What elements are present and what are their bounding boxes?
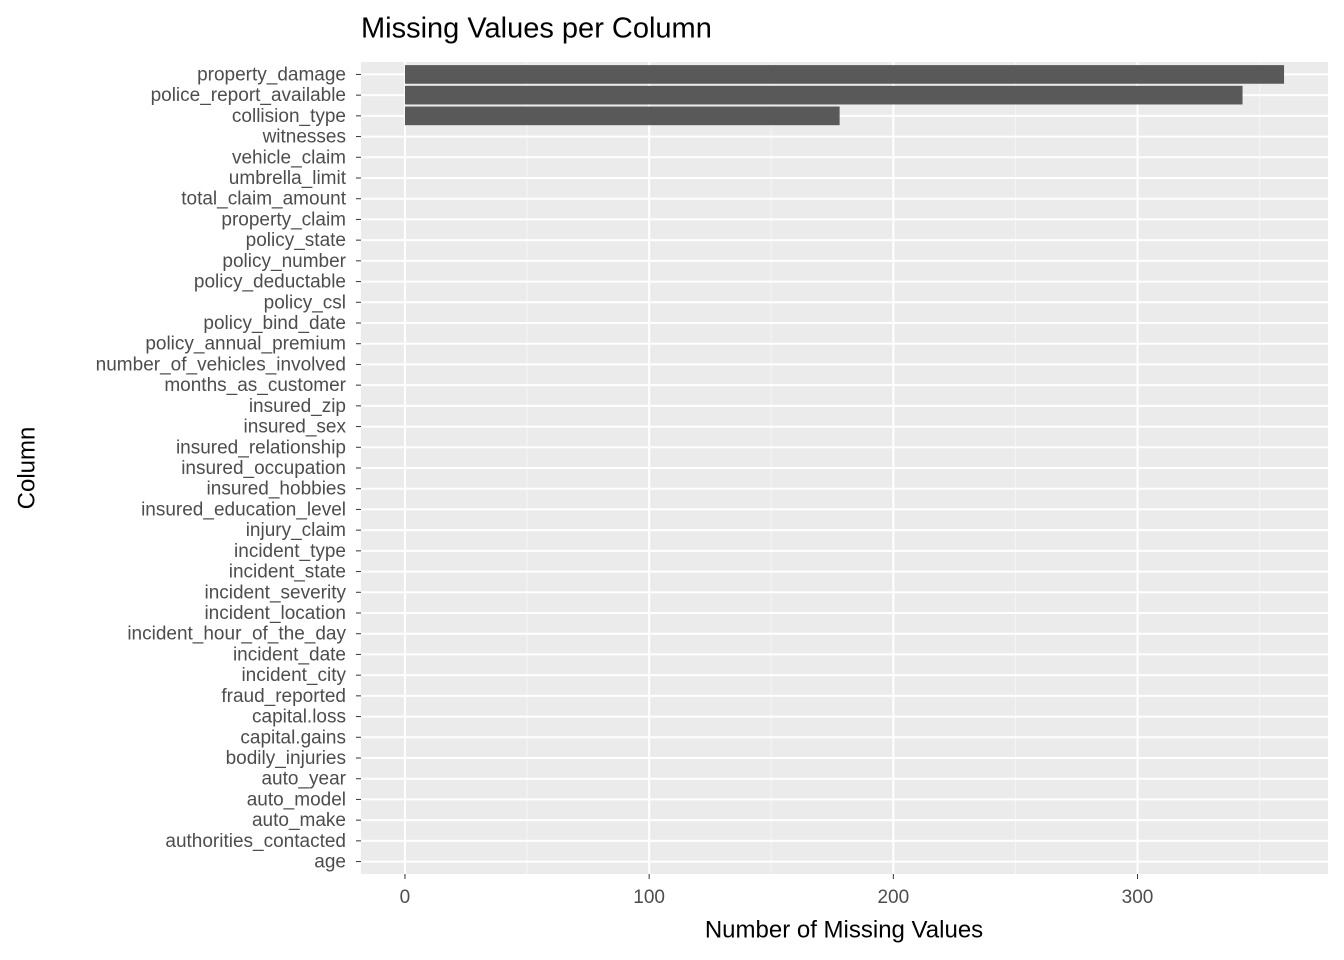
y-tick-label: witnesses — [262, 127, 346, 148]
y-tick-label: capital.loss — [252, 707, 346, 728]
y-tick-label: property_damage — [197, 64, 346, 85]
y-tick-label: insured_relationship — [176, 437, 346, 458]
x-tick-label: 0 — [400, 887, 411, 908]
y-tick-label: incident_location — [204, 603, 346, 624]
y-tick-label: insured_occupation — [181, 458, 346, 479]
y-tick-label: incident_city — [241, 665, 346, 686]
y-tick-label: auto_year — [261, 769, 346, 790]
y-tick-label: insured_zip — [249, 396, 346, 417]
y-tick-label: incident_state — [229, 562, 346, 583]
y-tick-label: insured_education_level — [141, 499, 346, 520]
y-tick-label: incident_severity — [204, 582, 346, 603]
x-tick-label: 200 — [877, 887, 909, 908]
y-tick-label: property_claim — [221, 209, 346, 230]
y-tick-label: insured_sex — [244, 417, 347, 438]
y-tick-label: policy_number — [222, 251, 346, 272]
y-tick-label: authorities_contacted — [165, 831, 346, 852]
y-tick-label: incident_type — [234, 541, 346, 562]
y-tick-label: bodily_injuries — [226, 748, 346, 769]
y-tick-label: total_claim_amount — [181, 189, 346, 210]
y-tick-label: police_report_available — [151, 85, 346, 106]
x-tick-label: 300 — [1122, 887, 1154, 908]
chart-title: Missing Values per Column — [361, 13, 712, 45]
y-tick-label: number_of_vehicles_involved — [96, 354, 346, 375]
y-tick-label: fraud_reported — [221, 686, 346, 707]
y-tick-label: auto_model — [247, 789, 346, 810]
y-tick-label: age — [314, 852, 346, 873]
y-tick-label: incident_hour_of_the_day — [127, 624, 346, 645]
y-tick-label: umbrella_limit — [229, 168, 347, 189]
y-tick-label: vehicle_claim — [232, 147, 346, 168]
x-axis-title: Number of Missing Values — [705, 916, 983, 943]
y-tick-label: injury_claim — [246, 520, 346, 541]
y-axis-title: Column — [13, 427, 40, 510]
y-tick-label: policy_csl — [264, 292, 346, 313]
y-tick-label: months_as_customer — [164, 375, 346, 396]
y-tick-label: auto_make — [252, 810, 346, 831]
y-tick-label: policy_deductable — [194, 272, 346, 293]
y-tick-label: collision_type — [232, 106, 346, 127]
y-tick-label: incident_date — [233, 644, 346, 665]
y-tick-label: policy_annual_premium — [145, 334, 346, 355]
bar — [404, 85, 1243, 105]
bar — [404, 106, 840, 126]
x-tick-label: 100 — [633, 887, 665, 908]
y-tick-label: insured_hobbies — [207, 479, 346, 500]
y-tick-label: policy_state — [246, 230, 346, 251]
y-tick-label: capital.gains — [240, 727, 346, 748]
y-tick-label: policy_bind_date — [203, 313, 346, 334]
bar — [404, 65, 1285, 84]
